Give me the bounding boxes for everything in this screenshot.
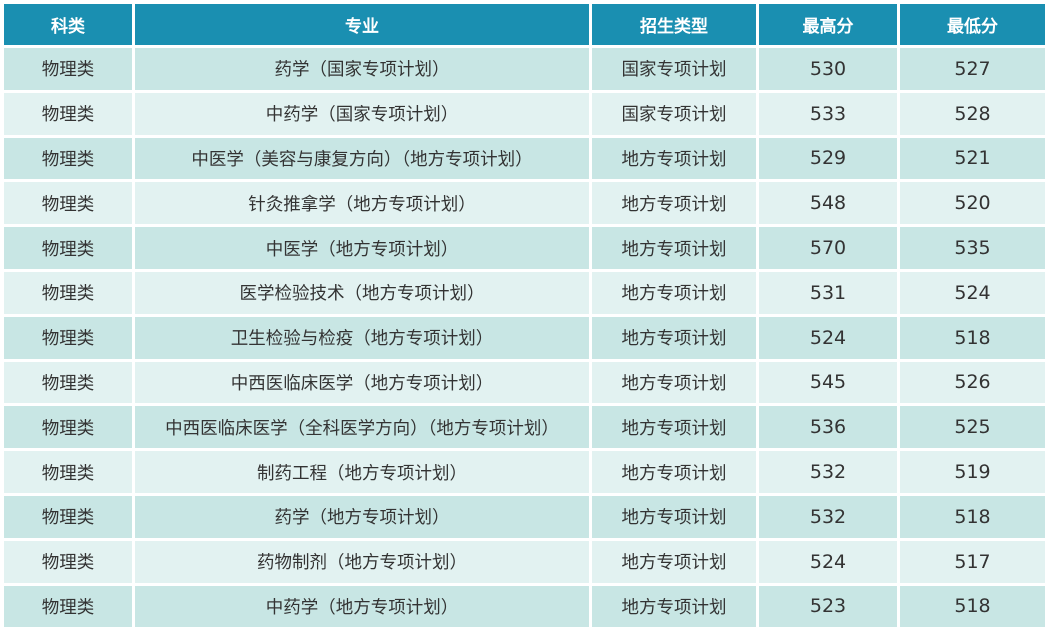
cell-max-score: 529 bbox=[759, 137, 897, 180]
table-row: 物理类 中西医临床医学（地方专项计划） 地方专项计划 545 526 bbox=[4, 361, 1045, 404]
cell-category: 物理类 bbox=[4, 540, 132, 583]
cell-category: 物理类 bbox=[4, 227, 132, 269]
cell-max-score: 545 bbox=[759, 361, 897, 404]
header-max-score: 最高分 bbox=[759, 4, 897, 45]
cell-category: 物理类 bbox=[4, 316, 132, 359]
table-row: 物理类 中药学（国家专项计划） 国家专项计划 533 528 bbox=[4, 92, 1045, 135]
cell-admission-type: 国家专项计划 bbox=[592, 92, 756, 135]
cell-major: 中医学（地方专项计划） bbox=[135, 227, 589, 269]
table-row: 物理类 药学（地方专项计划） 地方专项计划 532 518 bbox=[4, 495, 1045, 538]
cell-major: 制药工程（地方专项计划） bbox=[135, 451, 589, 493]
cell-min-score: 527 bbox=[900, 48, 1045, 90]
cell-min-score: 519 bbox=[900, 451, 1045, 493]
cell-min-score: 524 bbox=[900, 271, 1045, 314]
cell-min-score: 528 bbox=[900, 92, 1045, 135]
table-row: 物理类 卫生检验与检疫（地方专项计划） 地方专项计划 524 518 bbox=[4, 316, 1045, 359]
cell-max-score: 532 bbox=[759, 495, 897, 538]
cell-category: 物理类 bbox=[4, 585, 132, 628]
table-row: 物理类 医学检验技术（地方专项计划） 地方专项计划 531 524 bbox=[4, 271, 1045, 314]
cell-major: 中西医临床医学（地方专项计划） bbox=[135, 361, 589, 404]
cell-category: 物理类 bbox=[4, 495, 132, 538]
table-row: 物理类 中药学（地方专项计划） 地方专项计划 523 518 bbox=[4, 585, 1045, 628]
cell-major: 中医学（美容与康复方向）（地方专项计划） bbox=[135, 137, 589, 180]
cell-category: 物理类 bbox=[4, 48, 132, 90]
cell-max-score: 531 bbox=[759, 271, 897, 314]
cell-admission-type: 地方专项计划 bbox=[592, 540, 756, 583]
cell-major: 医学检验技术（地方专项计划） bbox=[135, 271, 589, 314]
cell-min-score: 518 bbox=[900, 585, 1045, 628]
table-row: 物理类 药物制剂（地方专项计划） 地方专项计划 524 517 bbox=[4, 540, 1045, 583]
cell-major: 药学（国家专项计划） bbox=[135, 48, 589, 90]
table-row: 物理类 中医学（美容与康复方向）（地方专项计划） 地方专项计划 529 521 bbox=[4, 137, 1045, 180]
cell-min-score: 518 bbox=[900, 316, 1045, 359]
cell-max-score: 548 bbox=[759, 182, 897, 225]
table-row: 物理类 制药工程（地方专项计划） 地方专项计划 532 519 bbox=[4, 451, 1045, 493]
cell-admission-type: 地方专项计划 bbox=[592, 495, 756, 538]
cell-admission-type: 地方专项计划 bbox=[592, 361, 756, 404]
cell-category: 物理类 bbox=[4, 92, 132, 135]
cell-major: 中西医临床医学（全科医学方向）（地方专项计划） bbox=[135, 406, 589, 449]
cell-max-score: 536 bbox=[759, 406, 897, 449]
cell-category: 物理类 bbox=[4, 406, 132, 449]
cell-major: 药物制剂（地方专项计划） bbox=[135, 540, 589, 583]
cell-admission-type: 地方专项计划 bbox=[592, 406, 756, 449]
header-major: 专业 bbox=[135, 4, 589, 45]
header-row: 科类 专业 招生类型 最高分 最低分 bbox=[4, 4, 1045, 45]
cell-admission-type: 地方专项计划 bbox=[592, 137, 756, 180]
cell-max-score: 570 bbox=[759, 227, 897, 269]
table-row: 物理类 中医学（地方专项计划） 地方专项计划 570 535 bbox=[4, 227, 1045, 269]
cell-category: 物理类 bbox=[4, 451, 132, 493]
cell-max-score: 524 bbox=[759, 540, 897, 583]
cell-min-score: 535 bbox=[900, 227, 1045, 269]
cell-admission-type: 地方专项计划 bbox=[592, 182, 756, 225]
table-row: 物理类 药学（国家专项计划） 国家专项计划 530 527 bbox=[4, 48, 1045, 90]
cell-min-score: 526 bbox=[900, 361, 1045, 404]
cell-admission-type: 地方专项计划 bbox=[592, 271, 756, 314]
cell-max-score: 530 bbox=[759, 48, 897, 90]
cell-major: 针灸推拿学（地方专项计划） bbox=[135, 182, 589, 225]
table-row: 物理类 中西医临床医学（全科医学方向）（地方专项计划） 地方专项计划 536 525 bbox=[4, 406, 1045, 449]
header-category: 科类 bbox=[4, 4, 132, 45]
cell-admission-type: 地方专项计划 bbox=[592, 585, 756, 628]
table-row: 物理类 针灸推拿学（地方专项计划） 地方专项计划 548 520 bbox=[4, 182, 1045, 225]
cell-min-score: 520 bbox=[900, 182, 1045, 225]
cell-category: 物理类 bbox=[4, 137, 132, 180]
cell-min-score: 518 bbox=[900, 495, 1045, 538]
cell-category: 物理类 bbox=[4, 361, 132, 404]
cell-max-score: 532 bbox=[759, 451, 897, 493]
table-body: 物理类 药学（国家专项计划） 国家专项计划 530 527 物理类 中药学（国家专项计划）国… bbox=[4, 48, 1045, 628]
cell-category: 物理类 bbox=[4, 271, 132, 314]
cell-admission-type: 地方专项计划 bbox=[592, 451, 756, 493]
cell-admission-type: 国家专项计划 bbox=[592, 48, 756, 90]
cell-major: 中药学（地方专项计划） bbox=[135, 585, 589, 628]
cell-max-score: 524 bbox=[759, 316, 897, 359]
header-admission-type: 招生类型 bbox=[592, 4, 756, 45]
cell-major: 药学（地方专项计划） bbox=[135, 495, 589, 538]
cell-admission-type: 地方专项计划 bbox=[592, 316, 756, 359]
cell-major: 卫生检验与检疫（地方专项计划） bbox=[135, 316, 589, 359]
cell-min-score: 521 bbox=[900, 137, 1045, 180]
cell-major: 中药学（国家专项计划） bbox=[135, 92, 589, 135]
cell-min-score: 517 bbox=[900, 540, 1045, 583]
cell-max-score: 523 bbox=[759, 585, 897, 628]
cell-min-score: 525 bbox=[900, 406, 1045, 449]
cell-admission-type: 地方专项计划 bbox=[592, 227, 756, 269]
cell-category: 物理类 bbox=[4, 182, 132, 225]
cell-max-score: 533 bbox=[759, 92, 897, 135]
header-min-score: 最低分 bbox=[900, 4, 1045, 45]
